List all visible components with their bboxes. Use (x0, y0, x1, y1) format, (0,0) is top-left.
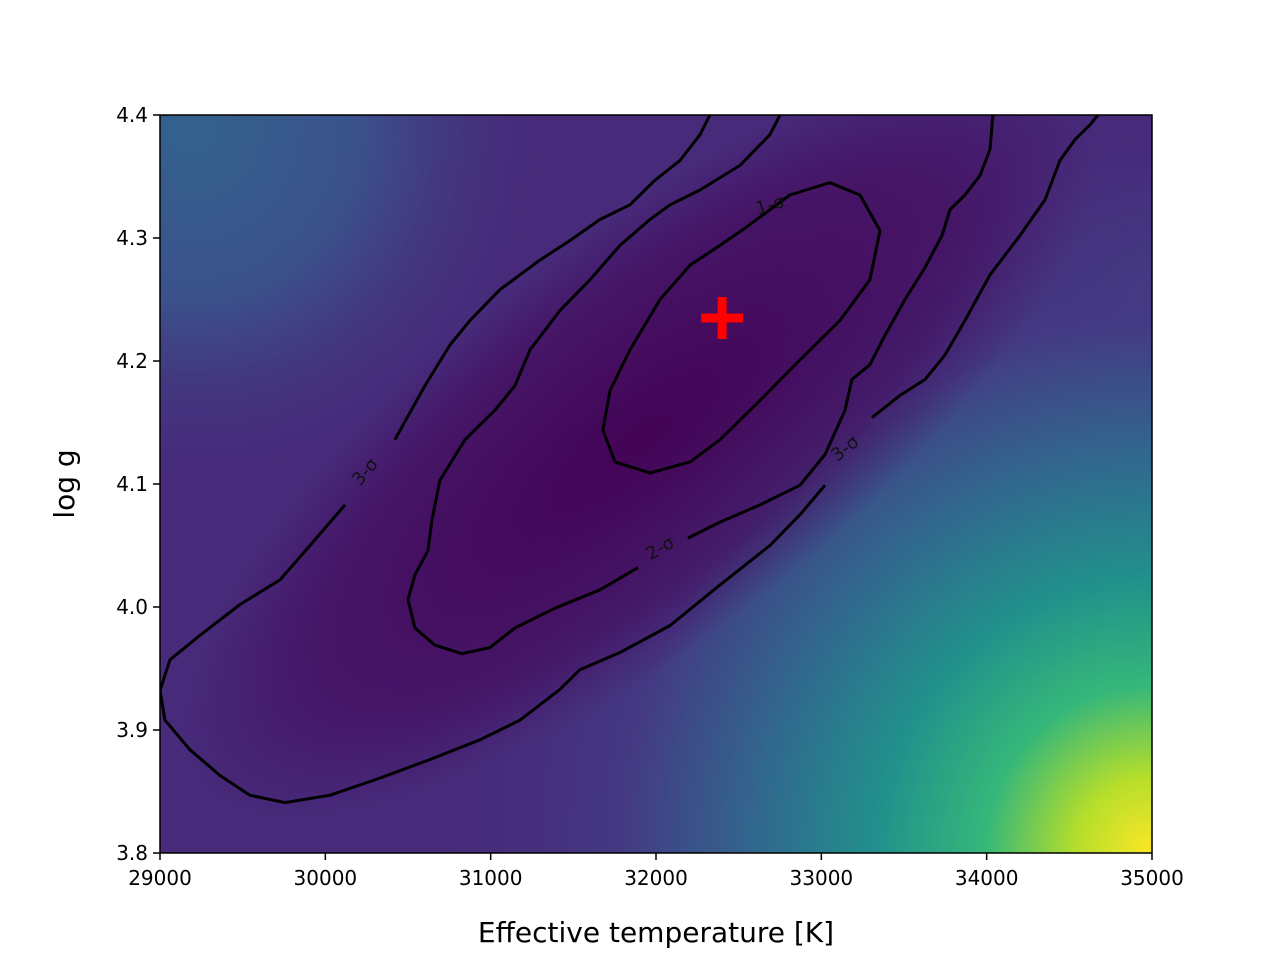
y-tick-label: 4.0 (116, 595, 148, 619)
contour-line (601, 181, 882, 475)
x-tick-label: 29000 (128, 866, 192, 890)
x-tick-label: 33000 (790, 866, 854, 890)
x-tick-label: 35000 (1120, 866, 1184, 890)
x-tick-label: 32000 (624, 866, 688, 890)
heatmap (160, 115, 1152, 853)
y-tick-label: 4.3 (116, 226, 148, 250)
x-axis-label: Effective temperature [K] (478, 916, 834, 949)
y-axis-label: log g (48, 449, 81, 518)
best-fit-marker (701, 296, 744, 339)
contour-line (160, 115, 1100, 805)
y-tick-label: 4.2 (116, 349, 148, 373)
x-tick-label: 30000 (294, 866, 358, 890)
y-tick-label: 3.9 (116, 718, 148, 742)
y-tick-label: 3.8 (116, 841, 148, 865)
x-tick-label: 31000 (459, 866, 523, 890)
y-tick-label: 4.1 (116, 472, 148, 496)
y-tick-label: 4.4 (116, 103, 148, 127)
contour-line (406, 115, 995, 656)
x-tick-label: 34000 (955, 866, 1019, 890)
